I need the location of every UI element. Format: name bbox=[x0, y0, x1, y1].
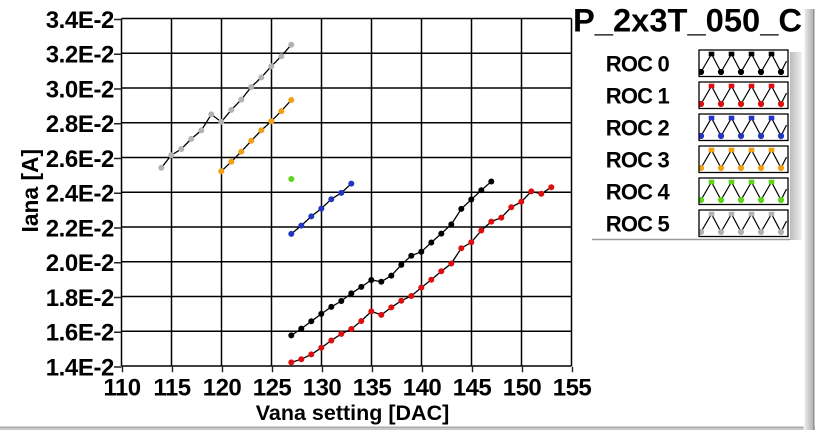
svg-text:120: 120 bbox=[203, 374, 242, 401]
svg-text:130: 130 bbox=[303, 374, 342, 401]
svg-text:135: 135 bbox=[353, 374, 392, 401]
svg-text:ROC 3: ROC 3 bbox=[606, 147, 670, 172]
svg-text:3.4E-2: 3.4E-2 bbox=[46, 7, 114, 34]
svg-text:3.2E-2: 3.2E-2 bbox=[46, 42, 114, 69]
svg-text:3.0E-2: 3.0E-2 bbox=[46, 76, 114, 103]
svg-text:Vana setting [DAC]: Vana setting [DAC] bbox=[256, 401, 450, 425]
svg-text:1.6E-2: 1.6E-2 bbox=[46, 320, 114, 347]
svg-text:150: 150 bbox=[503, 374, 542, 401]
svg-text:1.4E-2: 1.4E-2 bbox=[46, 354, 114, 381]
svg-text:ROC 1: ROC 1 bbox=[606, 83, 670, 108]
svg-text:1.8E-2: 1.8E-2 bbox=[46, 285, 114, 312]
svg-text:2.6E-2: 2.6E-2 bbox=[46, 146, 114, 173]
svg-text:ROC 2: ROC 2 bbox=[606, 115, 670, 140]
svg-text:ROC 0: ROC 0 bbox=[606, 51, 670, 76]
svg-text:125: 125 bbox=[253, 374, 292, 401]
svg-text:ROC 5: ROC 5 bbox=[606, 211, 670, 236]
svg-text:2.4E-2: 2.4E-2 bbox=[46, 181, 114, 208]
svg-text:P_2x3T_050_C: P_2x3T_050_C bbox=[573, 1, 802, 38]
svg-text:2.8E-2: 2.8E-2 bbox=[46, 111, 114, 138]
svg-text:Iana [A]: Iana [A] bbox=[17, 149, 43, 233]
svg-text:110: 110 bbox=[103, 374, 140, 401]
svg-text:155: 155 bbox=[553, 374, 592, 401]
svg-text:2.2E-2: 2.2E-2 bbox=[46, 215, 114, 242]
svg-text:145: 145 bbox=[453, 374, 492, 401]
svg-text:ROC 4: ROC 4 bbox=[606, 179, 671, 204]
svg-text:2.0E-2: 2.0E-2 bbox=[46, 250, 114, 277]
svg-text:140: 140 bbox=[403, 374, 442, 401]
svg-text:115: 115 bbox=[153, 374, 190, 401]
